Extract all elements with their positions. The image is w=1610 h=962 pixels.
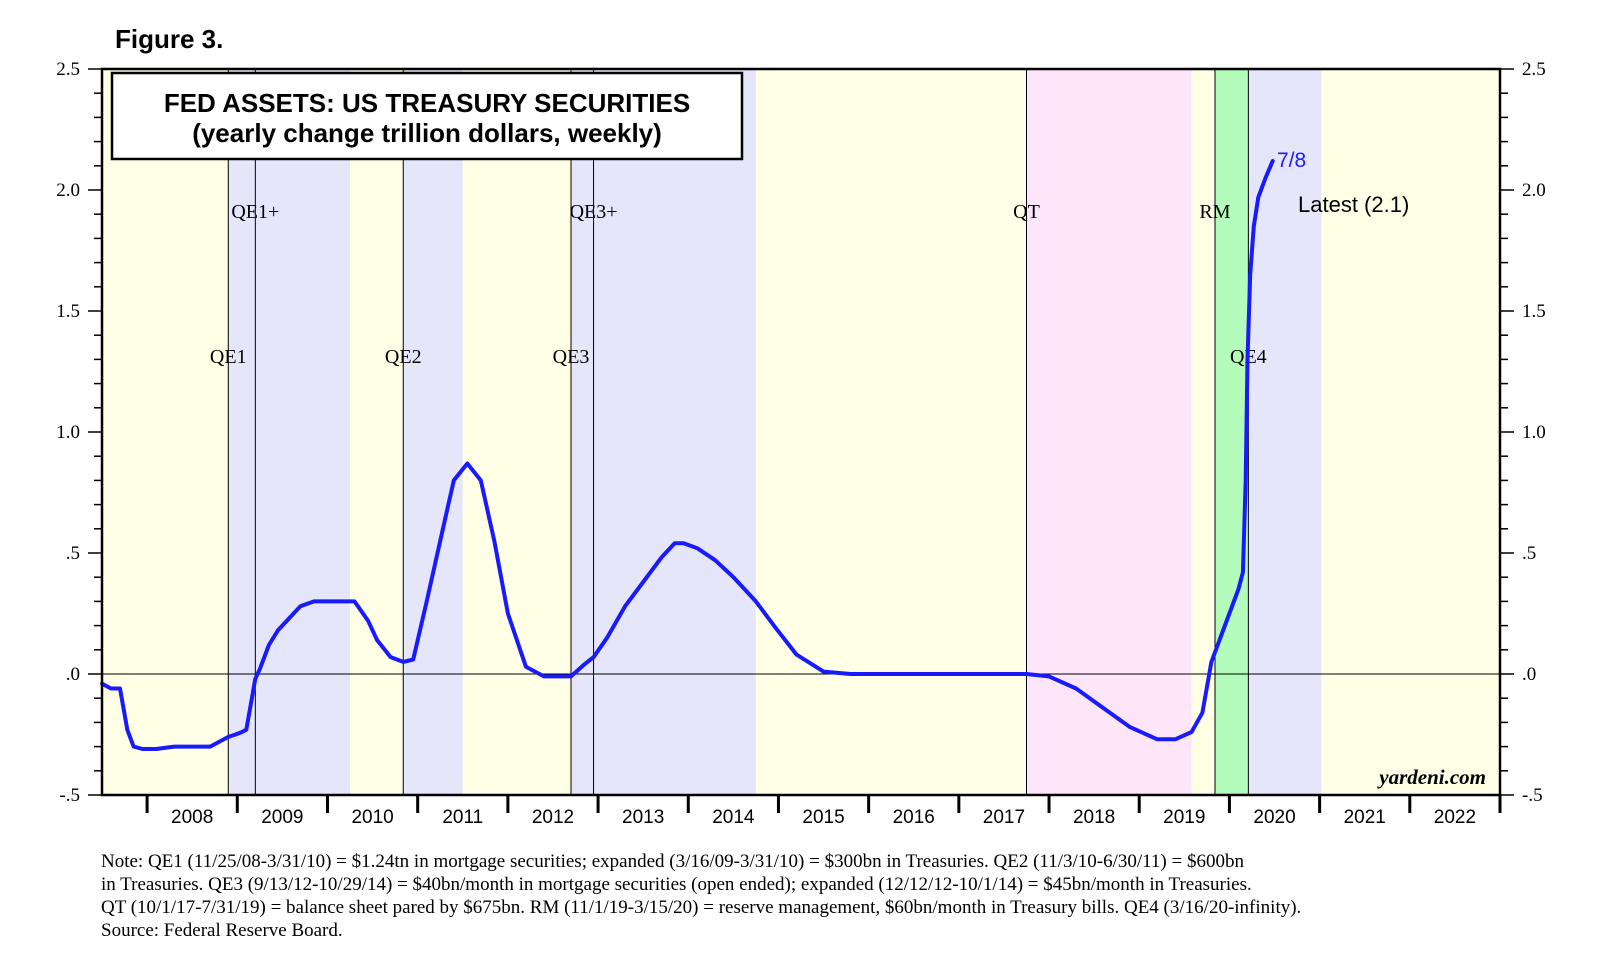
- period-band-neutral: [462, 69, 572, 795]
- program-label: RM: [1199, 201, 1230, 223]
- x-tick-label: 2011: [442, 807, 483, 828]
- y-tick-label-right: .0: [1522, 664, 1536, 685]
- x-tick-label: 2015: [802, 807, 844, 828]
- series-line: [100, 159, 1275, 751]
- period-band-qe: [1248, 69, 1322, 795]
- y-tick-label-right: 2.5: [1522, 59, 1546, 80]
- x-tick-label: 2017: [983, 807, 1025, 828]
- chart-title-box: FED ASSETS: US TREASURY SECURITIES (year…: [110, 71, 744, 161]
- footnote-line: in Treasuries. QE3 (9/13/12-10/29/14) = …: [101, 874, 1252, 895]
- y-tick-label-left: 1.0: [56, 422, 80, 443]
- period-band-neutral: [350, 69, 404, 795]
- program-label: QE2: [385, 346, 422, 368]
- shaded-period-bands: [102, 69, 1500, 795]
- x-tick-label: 2013: [622, 807, 664, 828]
- period-band-neutral: [102, 69, 229, 795]
- x-tick-label: 2022: [1434, 807, 1476, 828]
- x-tick-label: 2010: [351, 807, 393, 828]
- y-tick-label-left: 2.5: [56, 59, 80, 80]
- series-line-path: [100, 159, 1275, 751]
- figure-label: Figure 3.: [115, 24, 224, 54]
- footnote-line: Note: QE1 (11/25/08-3/31/10) = $1.24tn i…: [101, 851, 1244, 872]
- y-tick-label-right: 2.0: [1522, 180, 1546, 201]
- period-band-neutral: [1191, 69, 1215, 795]
- y-tick-label-left: 2.0: [56, 180, 80, 201]
- footnote: Note: QE1 (11/25/08-3/31/10) = $1.24tn i…: [101, 850, 1591, 942]
- x-tick-label: 2016: [893, 807, 935, 828]
- y-tick-label-left: .5: [66, 543, 80, 564]
- period-band-neutral: [1321, 69, 1500, 795]
- period-band-qt: [1026, 69, 1192, 795]
- program-label: QE3+: [570, 201, 618, 223]
- watermark: yardeni.com: [1376, 765, 1486, 789]
- chart-subtitle: (yearly change trillion dollars, weekly): [192, 118, 662, 148]
- x-tick-label: 2018: [1073, 807, 1115, 828]
- y-tick-label-left: -.5: [59, 785, 80, 806]
- y-tick-label-left: 1.5: [56, 301, 80, 322]
- y-axis: 2.5 2.5 2.0 2.0 1.5 1.5 1.0 1.0 .5 .5 .0 .0 -.5 -.5: [56, 59, 1546, 806]
- x-tick-label: 2012: [532, 807, 574, 828]
- period-band-neutral: [755, 69, 1027, 795]
- chart-title: FED ASSETS: US TREASURY SECURITIES: [164, 88, 690, 118]
- x-tick-label: 2008: [171, 807, 213, 828]
- y-tick-label-right: .5: [1522, 543, 1536, 564]
- footnote-line: Source: Federal Reserve Board.: [101, 920, 343, 941]
- program-label: QE1: [210, 346, 247, 368]
- end-date-label: 7/8: [1277, 149, 1306, 172]
- program-label: QT: [1013, 201, 1040, 223]
- y-tick-label-right: -.5: [1522, 785, 1543, 806]
- footnote-line: QT (10/1/17-7/31/19) = balance sheet par…: [101, 897, 1302, 918]
- y-tick-label-right: 1.5: [1522, 301, 1546, 322]
- y-tick-label-right: 1.0: [1522, 422, 1546, 443]
- x-axis: 2008 2009 2010 2011 2012 2013 2014 2015 2016 2017…: [145, 795, 1502, 828]
- period-band-qe: [403, 69, 463, 795]
- latest-value-label: Latest (2.1): [1298, 192, 1409, 217]
- x-tick-label: 2021: [1344, 807, 1386, 828]
- period-band-rm: [1214, 69, 1249, 795]
- program-label: QE3: [553, 346, 590, 368]
- x-tick-label: 2014: [712, 807, 755, 828]
- period-band-qe: [228, 69, 351, 795]
- y-tick-label-left: .0: [66, 664, 80, 685]
- period-band-qe: [571, 69, 756, 795]
- x-tick-label: 2019: [1163, 807, 1205, 828]
- x-tick-label: 2009: [261, 807, 303, 828]
- program-label: QE1+: [231, 201, 279, 223]
- x-tick-label: 2020: [1253, 807, 1295, 828]
